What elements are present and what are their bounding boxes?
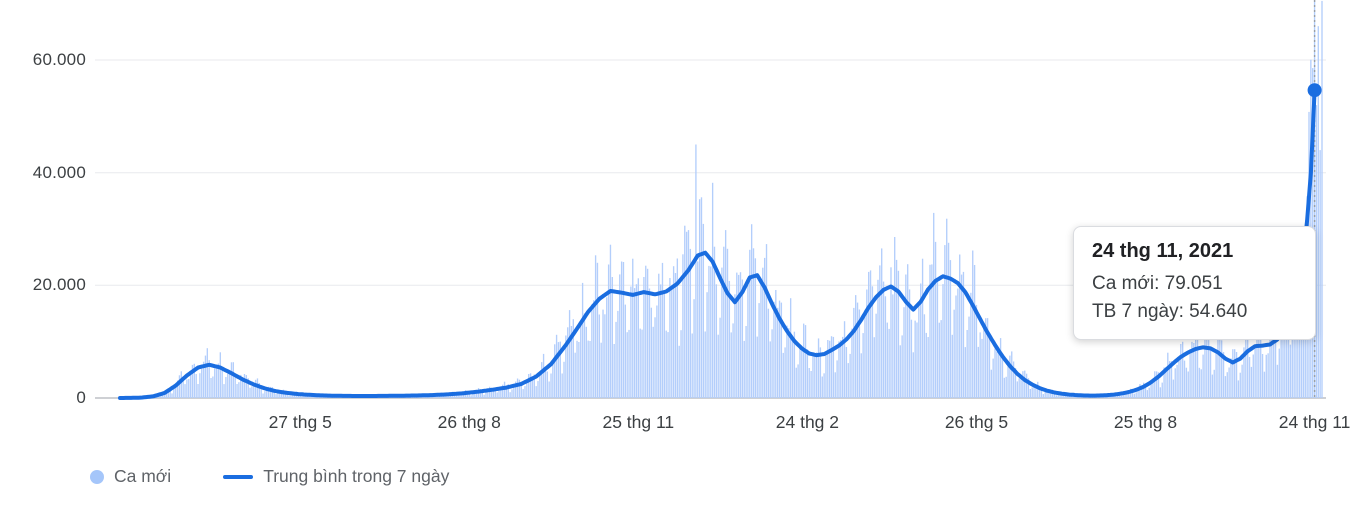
x-axis-tick-label: 24 thg 11: [1278, 412, 1351, 432]
y-axis-tick-label: 20.000: [32, 275, 86, 295]
legend-label-new-cases: Ca mới: [114, 466, 172, 486]
x-axis-tick-label: 25 thg 8: [1113, 412, 1178, 432]
legend-label-7day-average: Trung bình trong 7 ngày: [263, 466, 450, 486]
tooltip-7day-average: TB 7 ngày: 54.640: [1092, 300, 1248, 322]
x-axis-tick-label: 26 thg 8: [437, 412, 501, 432]
legend-item-new-cases: Ca mới: [90, 466, 171, 487]
y-axis-tick-label: 0: [76, 388, 86, 407]
x-axis-tick-label: 27 thg 5: [268, 412, 332, 432]
chart-legend: Ca mới Trung bình trong 7 ngày: [90, 466, 449, 487]
x-axis-tick-label: 24 thg 2: [775, 412, 839, 432]
x-axis-tick-label: 26 thg 5: [944, 412, 1009, 432]
chart-plot-area[interactable]: [0, 0, 1356, 455]
legend-dot-swatch: [90, 469, 104, 484]
legend-line-swatch: [223, 474, 254, 479]
x-axis-tick-label: 25 thg 11: [602, 412, 675, 432]
y-axis-tick-label: 60.000: [32, 50, 86, 69]
x-axis: 27 thg 5 26 thg 8 25 thg 11 24 thg 2 26 thg …: [0, 412, 1356, 442]
tooltip-date: 24 thg 11, 2021: [1092, 240, 1234, 262]
legend-item-7day-average: Trung bình trong 7 ngày: [223, 466, 449, 487]
y-axis: 0 20.000 40.000 60.000: [0, 0, 86, 455]
y-axis-tick-label: 40.000: [32, 162, 86, 182]
tooltip-new-cases: Ca mới: 79.051: [1092, 273, 1223, 294]
tooltip: 24 thg 11, 2021 Ca mới: 79.051 TB 7 ngày…: [1073, 226, 1316, 341]
